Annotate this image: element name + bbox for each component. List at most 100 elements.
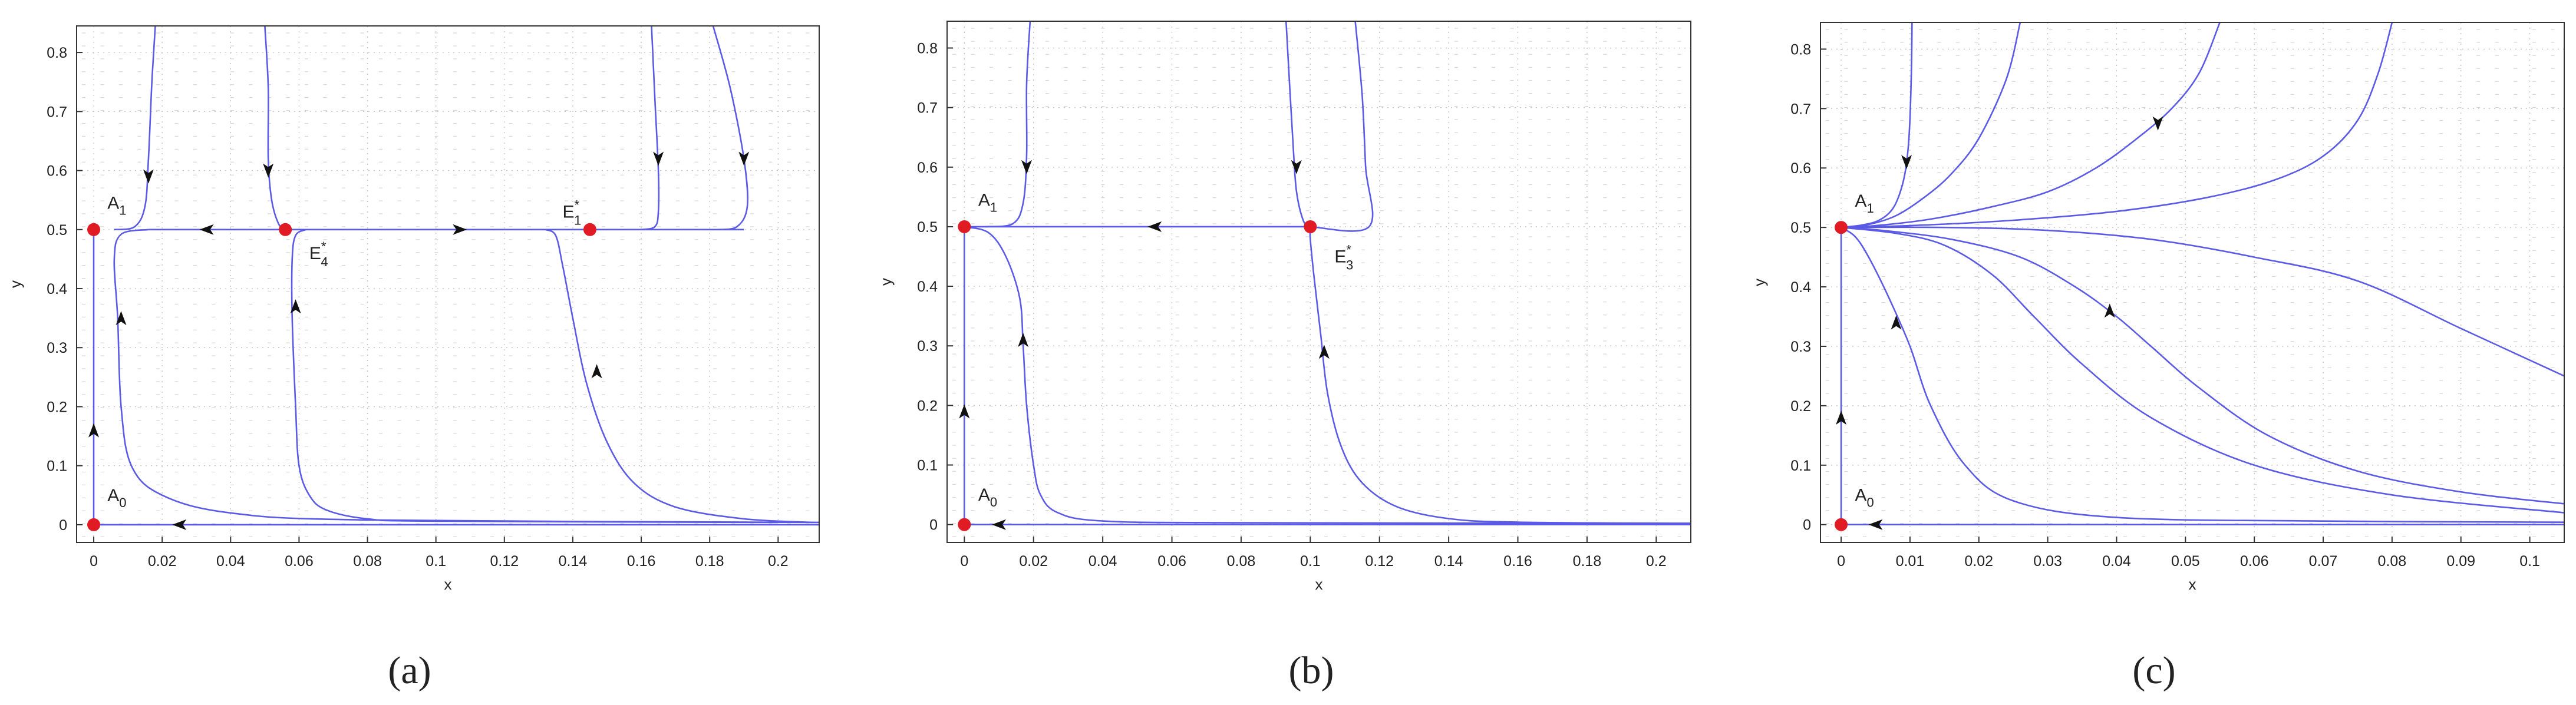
- direction-arrow: [1318, 345, 1330, 359]
- x-tick-label: 0.02: [1019, 553, 1048, 570]
- point-label: E* 3: [1334, 243, 1353, 273]
- x-tick-label: 0.12: [1365, 553, 1394, 570]
- y-tick-label: 0.2: [47, 399, 67, 415]
- x-tick-label: 0.04: [1089, 553, 1117, 570]
- x-tick-label: 0.08: [353, 553, 382, 570]
- trajectory-line: [641, 26, 660, 231]
- equilibrium-point: [958, 220, 971, 233]
- x-tick-label: 0.14: [1434, 553, 1463, 570]
- direction-field: [952, 28, 1681, 537]
- y-tick-label: 0.1: [917, 458, 938, 474]
- y-axis-label: y: [6, 280, 24, 288]
- y-tick-label: 0.5: [917, 219, 938, 236]
- plot-frame: [946, 21, 1691, 543]
- plot-area: [947, 21, 1691, 542]
- direction-arrow: [591, 364, 602, 379]
- direction-arrow: [263, 163, 274, 178]
- direction-arrow: [992, 519, 1006, 530]
- y-tick-label: 0.3: [917, 338, 938, 355]
- point-label: E* 4: [309, 239, 328, 269]
- x-tick-label: 0.02: [148, 553, 177, 570]
- x-tick-label: 0.04: [216, 553, 245, 570]
- panel-caption: (b): [1289, 649, 1334, 692]
- y-tick-label: 0.1: [47, 458, 67, 475]
- direction-arrow: [1021, 160, 1032, 174]
- plot-area: [77, 26, 819, 542]
- direction-arrow: [1291, 160, 1302, 174]
- y-tick-label: 0.7: [917, 100, 938, 117]
- trajectories: [964, 21, 1691, 525]
- trajectory-line: [114, 26, 156, 231]
- x-tick-label: 0.16: [1503, 553, 1532, 570]
- trajectory-line: [291, 229, 779, 524]
- point-label: A1: [978, 191, 997, 215]
- equilibrium-point: [1304, 220, 1317, 233]
- equilibrium-point: [583, 223, 596, 236]
- point-label: A0: [978, 485, 997, 509]
- x-tick-label: 0.14: [559, 553, 588, 570]
- direction-arrow: [116, 311, 127, 326]
- direction-arrow: [290, 299, 301, 314]
- x-tick-label: 0.08: [1227, 553, 1256, 570]
- trajectory-line: [1285, 21, 1311, 228]
- point-label: E* 1: [563, 198, 582, 228]
- direction-arrow: [172, 519, 187, 530]
- direction-field: [82, 32, 810, 537]
- direction-arrow: [453, 224, 467, 235]
- trajectory-line: [1310, 21, 1374, 232]
- y-tick-label: 0.4: [47, 281, 67, 297]
- point-label: A0: [107, 486, 126, 510]
- y-tick-label: 0: [929, 517, 938, 534]
- x-tick-label: 0.16: [627, 553, 656, 570]
- equilibrium-point: [279, 223, 292, 236]
- trajectory-line: [964, 226, 1691, 524]
- x-tick-label: 0.12: [490, 553, 519, 570]
- x-tick-label: 0.2: [768, 553, 789, 570]
- direction-arrow: [199, 224, 214, 235]
- equilibrium-point: [958, 518, 971, 531]
- trajectory-line: [1309, 226, 1691, 524]
- y-tick-label: 0.8: [917, 41, 938, 57]
- y-tick-label: 0.5: [47, 222, 67, 239]
- direction-arrow: [738, 151, 750, 166]
- y-tick-label: 0: [59, 517, 67, 534]
- x-tick-label: 0.2: [1646, 553, 1667, 570]
- plot-frame: [76, 25, 820, 543]
- point-label: A1: [107, 194, 126, 218]
- x-tick-label: 0.18: [1573, 553, 1602, 570]
- y-tick-label: 0.3: [47, 340, 67, 356]
- x-axis-label: x: [444, 575, 452, 593]
- panel-a: A0 A1 E* 4 E* 1 0 0.02 0.04 0.06 0.08 0.1 0.12 0.14 0.…: [6, 25, 820, 692]
- plot-area: [1820, 22, 2564, 542]
- x-tick-label: 0.1: [1300, 553, 1321, 570]
- panel-caption: (a): [388, 649, 431, 692]
- direction-arrow: [653, 151, 664, 166]
- trajectory-line: [712, 26, 748, 231]
- y-tick-label: 0.6: [47, 163, 67, 180]
- x-tick-label: 0.18: [695, 553, 724, 570]
- x-tick-label: 0.06: [1157, 553, 1186, 570]
- direction-arrow: [1147, 221, 1162, 232]
- direction-arrow: [959, 404, 970, 419]
- direction-arrow: [88, 423, 99, 438]
- y-tick-label: 0.7: [47, 104, 67, 120]
- direction-field: [1826, 29, 2555, 537]
- direction-arrow: [143, 169, 154, 184]
- equilibrium-point: [87, 223, 101, 236]
- panel-b: A0 A1 E* 3 0 0.02 0.04 0.06 0.08 0.1 0.12 0.14 0.16 0…: [877, 21, 1691, 692]
- direction-arrow: [1018, 333, 1029, 347]
- y-tick-label: 0.2: [917, 398, 938, 414]
- y-tick-label: 0.6: [917, 160, 938, 176]
- x-tick-label: 0: [90, 553, 98, 570]
- y-tick-label: 0.8: [47, 45, 67, 61]
- x-tick-label: 0.06: [285, 553, 314, 570]
- equilibrium-point: [87, 518, 101, 531]
- trajectory-line: [545, 229, 813, 524]
- x-axis-label: x: [1315, 575, 1323, 593]
- x-tick-label: 0: [960, 553, 968, 570]
- x-tick-label: 0.1: [426, 553, 446, 570]
- y-tick-label: 0.4: [917, 279, 938, 295]
- y-axis-label: y: [877, 278, 895, 286]
